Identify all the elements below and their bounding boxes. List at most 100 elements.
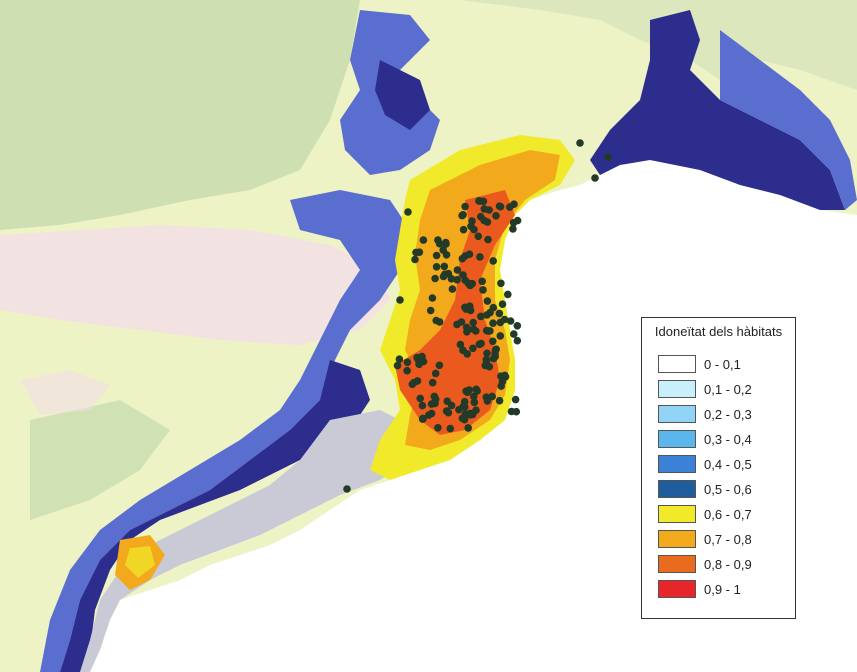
occurrence-point	[497, 279, 505, 288]
occurrence-point	[395, 355, 404, 364]
occurrence-point	[403, 366, 411, 375]
occurrence-point	[430, 392, 439, 401]
occurrence-point	[435, 318, 444, 326]
legend-swatch	[658, 555, 696, 573]
habitat-band-southwest-dark	[60, 360, 370, 672]
occurrence-point	[459, 346, 467, 355]
occurrence-point	[509, 218, 518, 227]
legend-item: 0,9 - 1	[658, 579, 788, 601]
occurrence-point	[510, 200, 518, 208]
occurrence-point	[442, 251, 451, 259]
occurrence-point	[458, 211, 466, 220]
occurrence-point	[460, 415, 469, 424]
occurrence-point	[431, 369, 440, 378]
legend-item: 0 - 0,1	[658, 354, 788, 376]
occurrence-point	[459, 402, 468, 411]
occurrence-point	[491, 352, 500, 361]
terrain-hills-southwest	[30, 400, 170, 520]
occurrence-point	[459, 225, 468, 234]
occurrence-point	[447, 275, 456, 283]
occurrence-point	[427, 409, 436, 418]
occurrence-point	[446, 424, 455, 433]
occurrence-point	[426, 306, 435, 315]
legend-swatch	[658, 455, 696, 473]
legend-item: 0,6 - 0,7	[658, 504, 788, 526]
occurrence-point	[461, 252, 470, 260]
legend-swatch	[658, 430, 696, 448]
occurrence-point	[513, 322, 522, 330]
occurrence-point	[464, 424, 473, 432]
habitat-band-northeast-light	[720, 30, 857, 210]
legend-swatch	[658, 355, 696, 373]
occurrence-point	[496, 332, 505, 340]
occurrence-point	[504, 290, 512, 299]
occurrence-point	[507, 407, 516, 416]
occurrence-point	[495, 396, 504, 405]
occurrence-point	[483, 218, 492, 226]
occurrence-point	[466, 302, 474, 311]
terrain-mountains-pink	[0, 225, 390, 345]
occurrence-point	[495, 309, 504, 318]
legend-label: 0,9 - 1	[704, 582, 741, 597]
occurrence-point	[489, 337, 497, 346]
occurrence-point	[500, 315, 509, 324]
habitat-southwest-yellow	[125, 546, 155, 578]
occurrence-point	[404, 208, 412, 216]
occurrence-point	[474, 232, 483, 241]
occurrence-point	[459, 271, 467, 279]
terrain-mountains-pink-small	[20, 370, 110, 415]
legend-label: 0,4 - 0,5	[704, 457, 752, 472]
occurrence-point	[435, 361, 444, 370]
occurrence-point	[506, 317, 515, 325]
legend-label: 0,8 - 0,9	[704, 557, 752, 572]
legend-list: 0 - 0,1 0,1 - 0,2 0,2 - 0,3 0,3 - 0,4 0,…	[658, 354, 788, 604]
occurrence-point	[483, 297, 492, 305]
legend-swatch	[658, 530, 696, 548]
legend-swatch	[658, 505, 696, 523]
legend-swatch	[658, 580, 696, 598]
occurrence-point	[419, 414, 427, 423]
legend-item: 0,8 - 0,9	[658, 554, 788, 576]
legend-swatch	[658, 380, 696, 398]
occurrence-point	[408, 380, 417, 389]
occurrence-point	[509, 225, 517, 233]
occurrence-point	[484, 235, 492, 244]
occurrence-point	[466, 281, 475, 290]
legend-swatch	[658, 405, 696, 423]
occurrence-point	[496, 202, 505, 211]
occurrence-point	[462, 323, 471, 332]
occurrence-point	[513, 336, 522, 345]
occurrence-point	[478, 277, 487, 286]
occurrence-point	[477, 312, 485, 321]
occurrence-point	[434, 236, 442, 244]
legend-box: Idoneïtat dels hàbitats 0 - 0,1 0,1 - 0,…	[641, 317, 796, 619]
occurrence-point	[486, 308, 494, 317]
occurrence-point	[393, 361, 402, 370]
occurrence-point	[498, 300, 507, 309]
occurrence-point	[453, 276, 461, 284]
occurrence-point	[470, 398, 479, 407]
occurrence-point	[412, 248, 420, 257]
occurrence-point	[576, 139, 584, 147]
occurrence-point	[479, 286, 487, 294]
occurrence-point	[461, 202, 469, 211]
occurrence-point	[472, 385, 481, 394]
legend-label: 0,6 - 0,7	[704, 507, 752, 522]
occurrence-point	[469, 325, 478, 334]
legend-title: Idoneïtat dels hàbitats	[654, 324, 783, 339]
legend-item: 0,3 - 0,4	[658, 429, 788, 451]
occurrence-point	[442, 238, 450, 247]
legend-label: 0 - 0,1	[704, 357, 741, 372]
legend-label: 0,7 - 0,8	[704, 532, 752, 547]
occurrence-point	[470, 225, 478, 234]
occurrence-point	[462, 387, 470, 396]
occurrence-point	[428, 378, 437, 387]
occurrence-point	[419, 357, 428, 366]
occurrence-point	[480, 205, 489, 213]
habitat-core-red-orange	[395, 190, 515, 435]
occurrence-point	[511, 395, 520, 404]
occurrence-point	[501, 371, 509, 380]
occurrence-point	[479, 197, 488, 206]
